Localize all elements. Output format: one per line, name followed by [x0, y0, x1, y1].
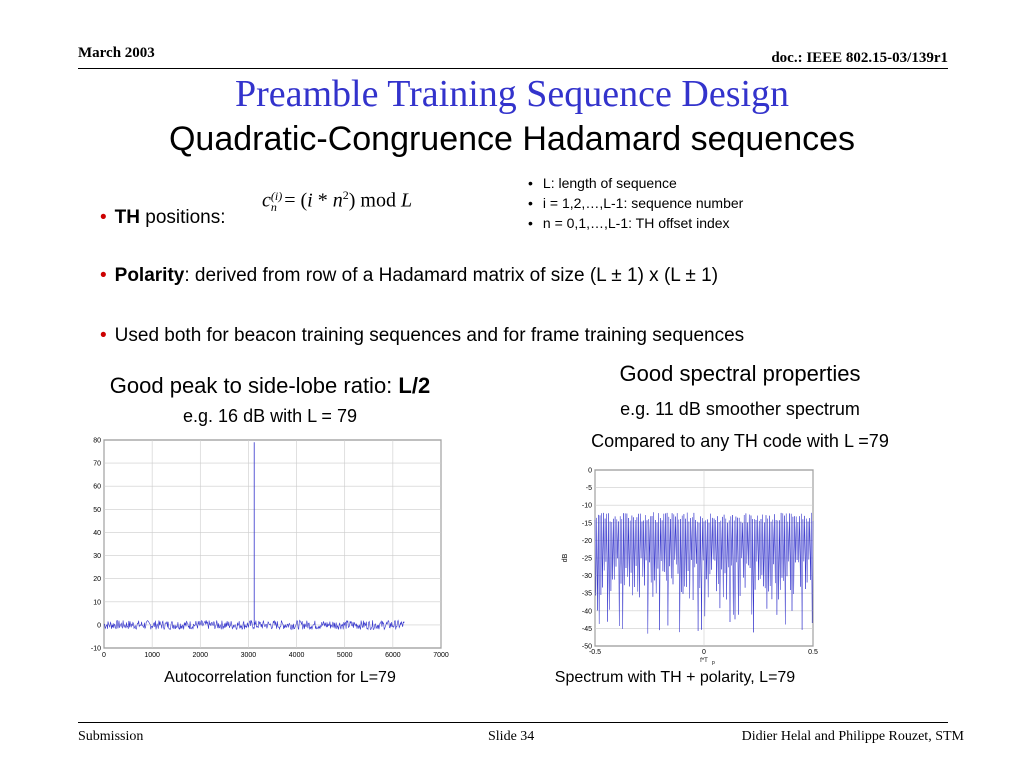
bullet-polarity-bold: Polarity: [114, 265, 185, 286]
y-tick-label: -35: [582, 591, 592, 598]
x-tick-label: -0.5: [589, 649, 601, 656]
left-heading-text: Good peak to side-lobe ratio:: [109, 373, 399, 398]
y-tick-label: -50: [582, 644, 592, 651]
autocorrelation-series: [103, 619, 405, 631]
right-figure-sub2: Compared to any TH code with L =79: [591, 431, 889, 451]
side-note-item: • L: length of sequence: [528, 175, 677, 191]
slide-subtitle: Quadratic-Congruence Hadamard sequences: [168, 120, 856, 158]
bullet-th: • TH positions:: [100, 207, 226, 229]
side-note-item: • n = 0,1,…,L-1: TH offset index: [528, 215, 730, 231]
side-note-item: • i = 1,2,…,L-1: sequence number: [528, 195, 744, 211]
x-tick-label: 6000: [385, 652, 401, 659]
footer-submission: Submission: [78, 729, 144, 744]
right-figure-caption: Spectrum with TH + polarity, L=79: [554, 669, 796, 686]
y-tick-label: -40: [582, 608, 592, 615]
th-formula: c (i) n = (i * n2) mod L: [262, 188, 412, 213]
y-tick-label: 50: [93, 507, 101, 514]
footer-rule: [78, 722, 948, 723]
bullet-used-text: Used both for beacon training sequences …: [114, 325, 745, 346]
bullet-polarity-text: : derived from row of a Hadamard matrix …: [184, 265, 719, 286]
footer-slide-number: Slide 34: [488, 729, 535, 744]
header-doc-id: doc.: IEEE 802.15-03/139r1: [771, 50, 948, 66]
y-tick-label: -20: [582, 538, 592, 545]
bullet-polarity: • Polarity: derived from row of a Hadamar…: [100, 265, 718, 287]
right-figure-heading: Good spectral properties: [619, 361, 861, 386]
formula-L: L: [400, 189, 413, 212]
y-tick-label: -30: [582, 573, 592, 580]
bullet-th-text: positions:: [139, 207, 226, 228]
y-tick-label: -10: [91, 646, 101, 653]
left-figure-caption: Autocorrelation function for L=79: [164, 669, 396, 686]
y-tick-label: 20: [93, 576, 101, 583]
spectrum-series: [594, 512, 814, 634]
formula-eq: = (: [284, 189, 308, 212]
side-note-text: n = 0,1,…,L-1: TH offset index: [542, 215, 730, 231]
y-tick-label: 0: [97, 622, 101, 629]
right-figure-sub1: e.g. 11 dB smoother spectrum: [620, 399, 860, 419]
x-tick-label: 7000: [433, 652, 449, 659]
x-tick-label: 3000: [241, 652, 257, 659]
x-tick-label: 2000: [192, 652, 208, 659]
x-axis-label: f*T: [700, 658, 708, 664]
side-note-text: L: length of sequence: [542, 175, 677, 191]
x-tick-label: 5000: [337, 652, 353, 659]
formula-star: *: [312, 189, 333, 212]
left-figure-heading: Good peak to side-lobe ratio: L/2: [40, 373, 500, 399]
y-tick-label: 60: [93, 484, 101, 491]
y-tick-label: 0: [588, 468, 592, 475]
formula-c: c: [262, 189, 271, 212]
formula-sup: (i): [270, 189, 283, 204]
footer-authors: Didier Helal and Philippe Rouzet, STM: [741, 729, 964, 744]
bullet-dot-icon: •: [100, 207, 107, 228]
formula-mod: mod: [355, 189, 401, 212]
side-note-text: i = 1,2,…,L-1: sequence number: [542, 195, 744, 211]
x-tick-label: 4000: [289, 652, 305, 659]
x-tick-label: 1000: [144, 652, 160, 659]
x-tick-label: 0.5: [808, 649, 818, 656]
formula-close: ): [348, 189, 356, 212]
y-axis-label: dB: [562, 553, 569, 562]
y-tick-label: 30: [93, 553, 101, 560]
y-tick-label: -10: [582, 503, 592, 510]
y-tick-label: 40: [93, 530, 101, 537]
slide-title: Preamble Training Sequence Design: [234, 73, 790, 115]
spectrum-chart: -0.5 0 0.5 0 -5 -10 -15 -20 -25 -30 -35 -40 -45 -50 dB…: [562, 468, 818, 667]
bullet-used: • Used both for beacon training sequences…: [100, 325, 744, 347]
left-heading-bold: L/2: [398, 373, 431, 398]
y-tick-label: -25: [582, 556, 592, 563]
y-tick-label: -45: [582, 626, 592, 633]
bullet-dot-icon: •: [100, 265, 107, 286]
y-tick-label: 70: [93, 461, 101, 468]
y-tick-label: -15: [582, 520, 592, 527]
autocorrelation-chart: 0 1000 2000 3000 4000 5000 6000 7000-1001020304…: [91, 438, 449, 660]
y-tick-label: 10: [93, 599, 101, 606]
plot-frame: [103, 439, 442, 649]
bullet-th-bold: TH: [114, 207, 140, 228]
header-rule: [78, 68, 948, 69]
formula-exp: 2: [342, 188, 349, 202]
formula-i: i: [307, 189, 313, 212]
formula-n: n: [332, 189, 343, 212]
left-figure-sub: e.g. 16 dB with L = 79: [183, 406, 357, 426]
y-tick-label: 80: [93, 438, 101, 445]
x-axis-label-sub: p: [712, 660, 715, 666]
x-tick-label: 0: [702, 649, 706, 656]
y-tick-label: -5: [586, 485, 592, 492]
x-tick-label: 0: [102, 652, 106, 659]
bullet-dot-icon: •: [100, 325, 107, 346]
side-notes: • L: length of sequence • i = 1,2,…,L-1: s…: [528, 173, 743, 233]
header-date: March 2003: [78, 45, 155, 61]
formula-sub: n: [270, 200, 277, 215]
